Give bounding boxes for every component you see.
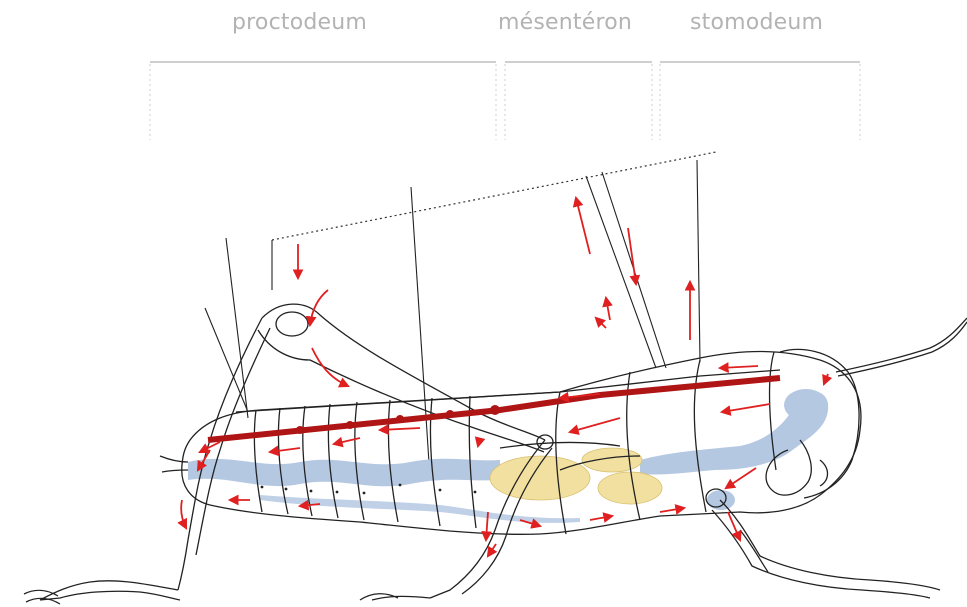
flow-arrows [177,195,833,558]
body-outline [23,303,967,605]
dorsal-vessel [207,375,781,443]
projection-line [271,151,717,241]
spiracles [260,483,477,495]
region-brackets [149,61,861,140]
label-proctodeum: proctodeum [232,10,368,35]
label-mesenteron: mésentéron [498,10,633,35]
label-stomodeum: stomodeum [690,10,824,35]
midgut-caeca [489,447,663,505]
